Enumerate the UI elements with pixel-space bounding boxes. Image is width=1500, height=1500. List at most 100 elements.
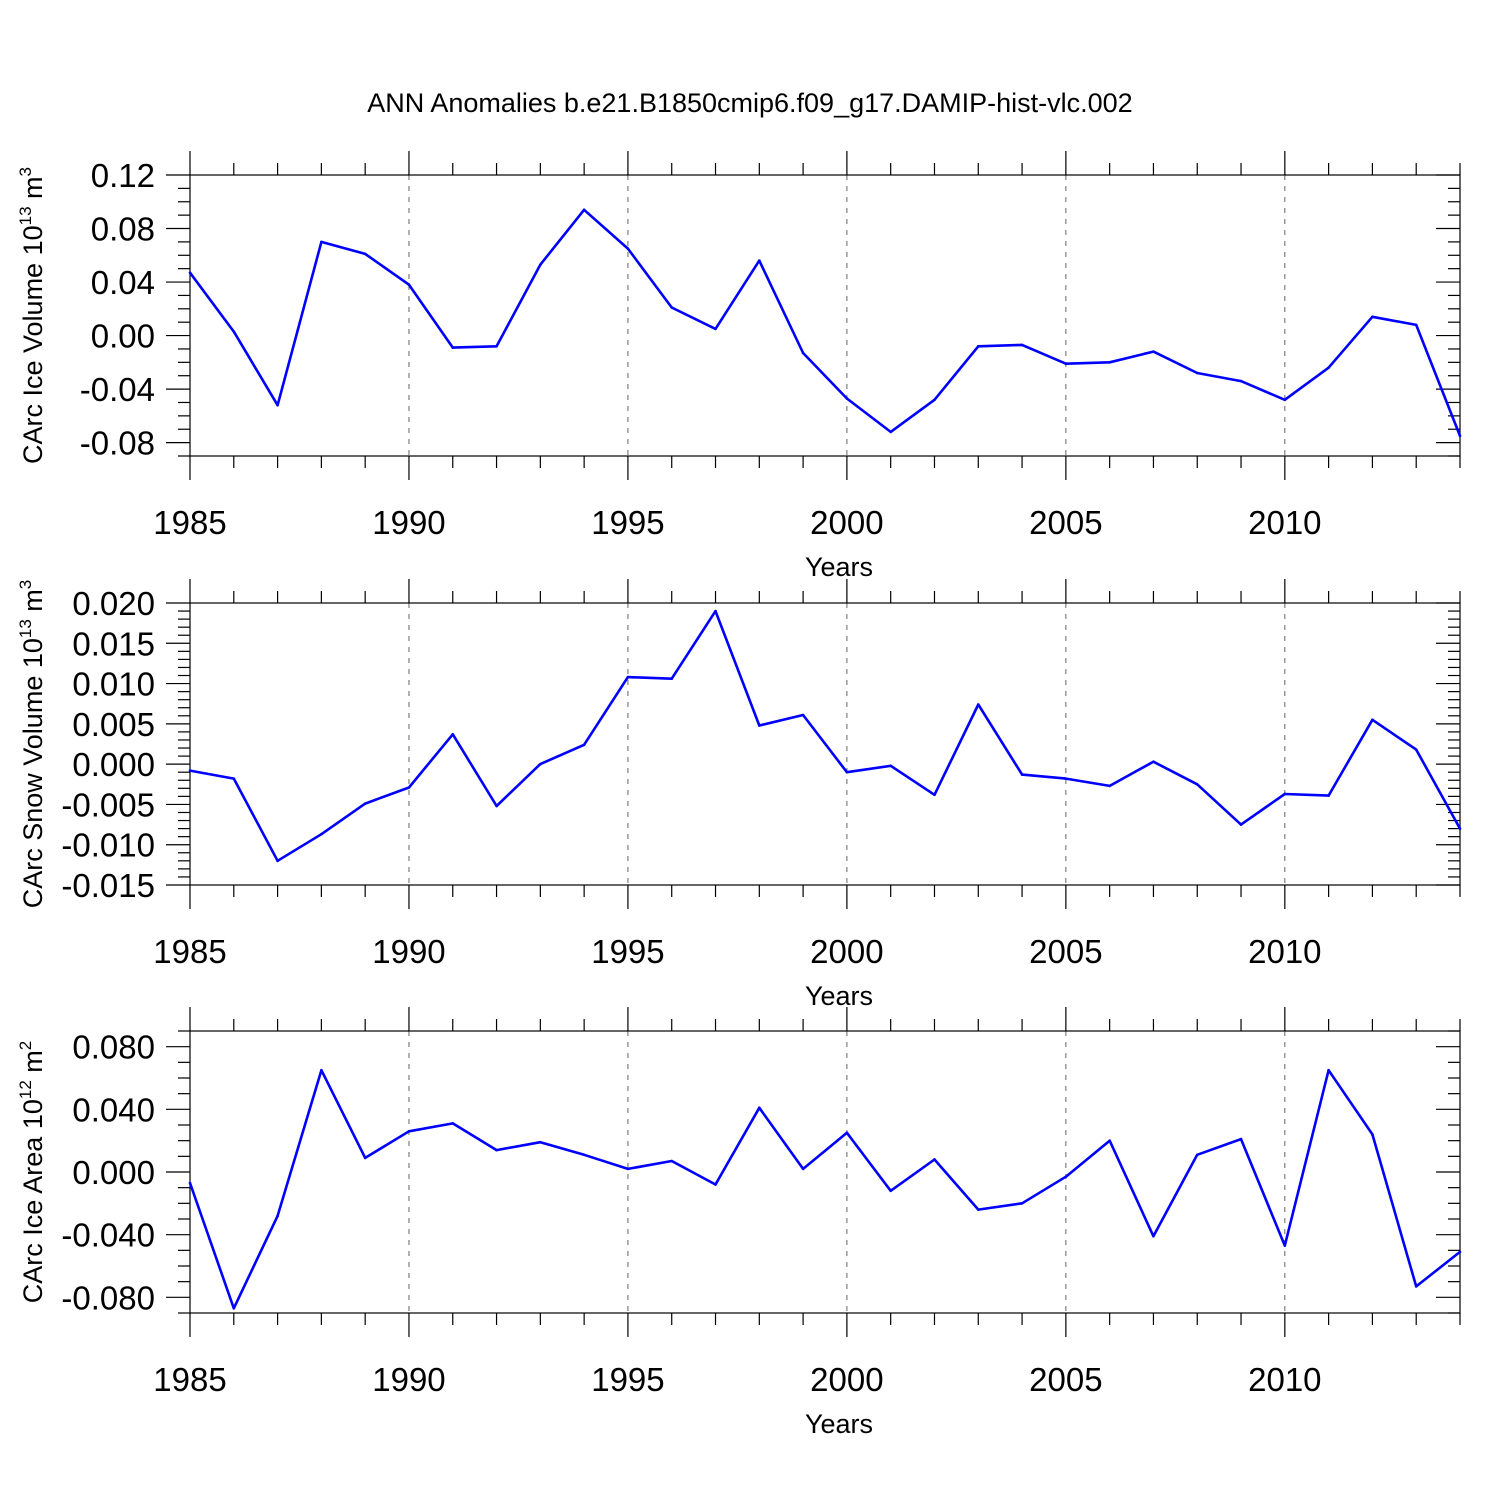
y-tick-label: -0.040 [61,1217,155,1254]
data-point [1414,1285,1418,1288]
data-point [451,346,455,349]
data-point [1020,1202,1024,1205]
plot-frame [189,1030,1461,1314]
data-point [276,859,279,863]
y-tick-label: 0.015 [72,625,155,662]
data-point [626,247,630,250]
data-point [276,1214,279,1218]
y-tick-label: 0.005 [72,706,155,743]
y-axis-title-unit: m [18,589,48,619]
x-tick-label: 2000 [810,504,883,541]
y-axis-title: CArc Ice Volume 1013 m3 [16,167,48,464]
panel-ice-area: 1985 1990 1995 2000 2005 2010 -0.080 -0.040 0.00… [16,1007,1462,1439]
data-point [232,330,236,333]
data-point [1283,792,1287,796]
y-tick-label: 0.000 [72,1154,155,1191]
data-point [801,351,805,355]
y-axis-title: CArc Snow Volume 1013 m3 [16,580,48,909]
y-tick-label: 0.080 [72,1029,155,1066]
y-tick-label: 0.000 [72,746,155,783]
y-tick-label: 0.04 [91,264,155,301]
data-point [1327,794,1330,797]
data-point [1195,371,1199,375]
data-point [1327,1068,1330,1072]
data-point [1414,748,1418,751]
data-point [363,802,367,805]
data-point [1458,434,1462,438]
data-point [539,263,542,266]
data-point [539,762,542,766]
x-axis-title: Years [805,981,873,1011]
data-point [1195,782,1199,786]
y-axis-title: CArc Ice Area 1012 m2 [16,1041,48,1304]
x-tick-label: 1990 [372,504,445,541]
y-axis-title-exponent: 12 [16,1080,35,1099]
y-tick-label: 0.040 [72,1091,155,1128]
data-point [889,764,892,768]
y-tick-label: 0.08 [91,211,155,248]
y-tick-label: -0.015 [61,867,155,904]
data-point [495,1148,498,1152]
y-axis-title-base: CArc Ice Volume 10 [18,225,48,464]
data-point [188,769,192,772]
x-tick-label: 1990 [372,933,445,970]
data-point [582,208,586,212]
data-point [714,327,717,331]
panel-ice-volume: 1985 1990 1995 2000 2005 2010 -0.08 -0.04 0.00 0.… [16,151,1462,582]
series-line [188,1068,1461,1310]
data-point [1458,827,1462,830]
y-tick-label: 0.020 [72,585,155,622]
data-point [626,1167,630,1171]
series-line [188,208,1462,437]
x-tick-label: 1985 [153,504,226,541]
data-point [320,1068,323,1072]
data-point [714,1183,717,1186]
x-axis-title: Years [805,1409,873,1439]
data-point [363,1156,367,1160]
y-tick-label: -0.010 [61,827,155,864]
data-point [1064,362,1068,365]
plot-frame [189,602,1461,886]
data-point [1195,1153,1199,1157]
data-point [1283,1244,1287,1247]
plot-frame [189,174,1461,457]
y-axis-title-unit-exponent: 3 [16,580,35,589]
data-point [626,675,630,679]
data-point [1283,398,1287,402]
data-point [1152,350,1155,353]
data-point [276,403,279,407]
chart-title: ANN Anomalies b.e21.B1850cmip6.f09_g17.D… [367,88,1132,118]
data-point [889,430,892,434]
data-point [670,677,674,681]
data-point [539,1140,542,1144]
data-point [1152,760,1155,764]
data-point [407,1129,411,1133]
data-point [232,777,236,780]
y-tick-label: -0.04 [80,371,155,408]
x-tick-label: 2010 [1248,1361,1321,1398]
data-point [1327,366,1330,369]
data-point [451,733,455,736]
x-axis-title: Years [805,552,873,582]
data-point [451,1122,455,1125]
series-line [189,609,1462,863]
data-point [1239,379,1243,383]
x-tick-label: 1985 [153,933,226,970]
data-point [976,344,980,348]
y-axis-title-base: CArc Snow Volume 10 [18,638,48,908]
data-point [1108,784,1111,788]
y-tick-label: 0.00 [91,318,155,355]
x-tick-label: 2000 [810,1361,883,1398]
x-tick-label: 1995 [591,1361,664,1398]
data-point [232,1307,236,1310]
data-point [495,344,498,348]
y-axis-title-unit-exponent: 2 [16,1041,35,1050]
data-point [582,1153,586,1157]
data-point [758,1106,761,1110]
data-point [976,1208,980,1211]
y-tick-label: 0.12 [91,157,155,194]
y-axis-title-unit: m [18,176,48,206]
data-point [495,804,498,808]
data-point [320,832,323,836]
data-point [1414,323,1418,327]
